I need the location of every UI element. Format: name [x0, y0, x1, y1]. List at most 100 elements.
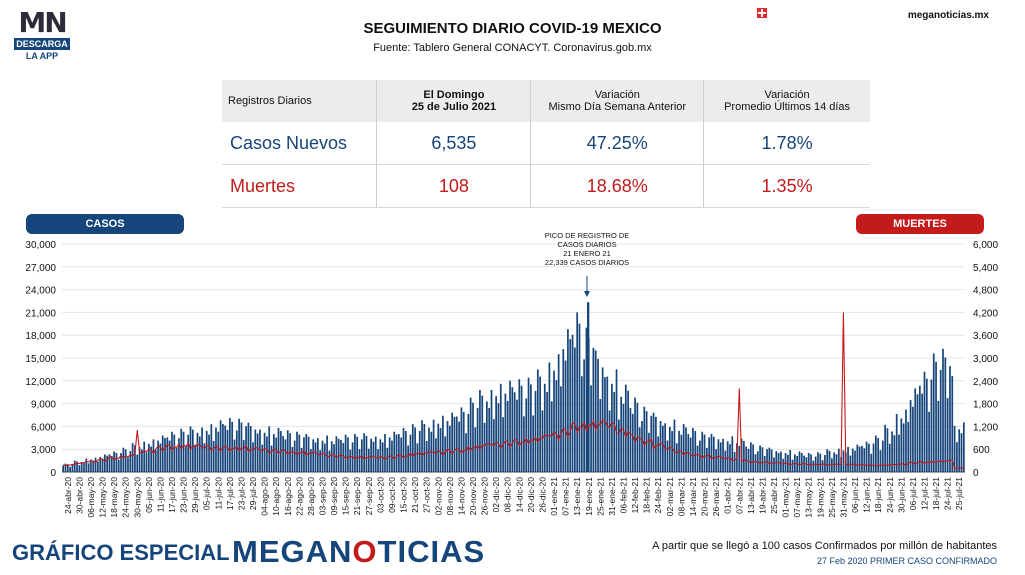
casos-bar — [574, 347, 576, 472]
casos-bar — [462, 411, 465, 472]
casos-bar — [131, 443, 134, 472]
x-tick-label: 13-abr-21 — [746, 477, 756, 514]
casos-bar — [370, 438, 372, 472]
casos-bar — [543, 383, 546, 472]
casos-bar — [539, 376, 541, 472]
casos-bar — [907, 421, 910, 472]
muertes-var-avg: 1.35% — [703, 164, 870, 208]
casos-bar — [113, 451, 115, 472]
x-tick-label: 12-may-20 — [98, 477, 108, 518]
casos-bar — [712, 436, 715, 472]
casos-bar — [458, 421, 460, 472]
x-tick-label: 17-jul-20 — [225, 477, 235, 510]
x-tick-label: 13-may-21 — [804, 477, 814, 518]
casos-bar — [641, 421, 643, 472]
casos-bar — [217, 431, 220, 472]
x-tick-label: 15-oct-20 — [399, 477, 409, 513]
casos-bar — [673, 419, 676, 472]
x-tick-label: 06-feb-21 — [618, 477, 628, 514]
casos-bar — [252, 442, 254, 472]
casos-bar — [80, 462, 83, 472]
site-link[interactable]: meganoticias.mx — [907, 10, 989, 21]
casos-bar — [881, 440, 884, 472]
casos-bar — [738, 445, 741, 472]
casos-bar — [321, 440, 324, 472]
x-tick-label: 26-dic-20 — [537, 477, 547, 513]
y-right-tick-label: 3,600 — [973, 331, 998, 342]
casos-bar — [671, 431, 673, 472]
casos-bar — [520, 385, 523, 472]
casos-bar — [323, 443, 326, 472]
casos-bar — [879, 450, 882, 472]
flag-icon — [757, 8, 767, 18]
y-right-tick-label: 2,400 — [973, 377, 998, 388]
logo-app-label: LA APP — [25, 51, 59, 61]
x-tick-label: 11-jul-20 — [213, 477, 223, 510]
casos-bar — [546, 391, 548, 472]
casos-bar — [754, 454, 757, 472]
casos-bar — [208, 434, 210, 472]
casos-bar — [164, 438, 166, 472]
footer-first-case: 27 Feb 2020 PRIMER CASO CONFIRMADO — [816, 556, 997, 566]
casos-bar — [939, 370, 942, 472]
casos-bar — [442, 415, 444, 472]
muertes-legend-pill: MUERTES — [856, 214, 984, 234]
casos-bar — [652, 412, 655, 472]
casos-bar — [333, 444, 335, 472]
casos-bar — [342, 442, 345, 472]
casos-bar — [710, 434, 713, 472]
casos-bar — [530, 384, 532, 472]
x-tick-label: 31-may-21 — [838, 477, 848, 518]
y-right-tick-label: 1,800 — [973, 400, 998, 411]
casos-bar — [303, 437, 305, 472]
casos-bar — [821, 460, 824, 472]
casos-bar — [953, 425, 956, 472]
app-logo[interactable]: MN DESCARGA LA APP — [14, 8, 70, 63]
casos-bar — [900, 418, 903, 472]
casos-bar — [766, 449, 768, 472]
x-tick-label: 13-ene-21 — [572, 477, 582, 516]
footer-note: A partir que se llegó a 100 casos Confir… — [652, 540, 997, 552]
casos-bar — [884, 424, 886, 472]
casos-bar — [849, 455, 852, 472]
x-tick-label: 01-ene-21 — [549, 477, 559, 516]
casos-bar — [960, 433, 963, 472]
casos-bar — [275, 437, 278, 472]
table-row: Casos Nuevos 6,535 47.25% 1.78% — [222, 122, 870, 165]
casos-bar — [182, 431, 185, 472]
header-fecha: El Domingo 25 de Julio 2021 — [376, 80, 531, 122]
casos-bar — [583, 359, 585, 472]
casos-bar — [191, 429, 194, 472]
casos-bar — [523, 416, 525, 472]
casos-bar — [854, 450, 856, 472]
casos-bar — [918, 385, 921, 472]
casos-bar — [763, 456, 766, 472]
casos-bar — [650, 415, 653, 472]
y-left-tick-label: 9,000 — [31, 400, 56, 411]
casos-bar — [110, 455, 113, 472]
casos-bar — [210, 424, 213, 472]
casos-bar — [819, 453, 822, 472]
x-tick-label: 24-jul-21 — [943, 477, 953, 510]
x-tick-label: 03-sep-20 — [317, 477, 327, 516]
casos-bar — [837, 448, 840, 472]
casos-bar — [768, 447, 771, 472]
casos-bar — [861, 445, 863, 472]
x-tick-label: 19-may-21 — [815, 477, 825, 518]
casos-bar — [525, 398, 528, 472]
casos-bar — [92, 460, 95, 472]
casos-bar — [347, 437, 349, 472]
casos-bar — [101, 458, 104, 472]
casos-bar — [590, 385, 592, 472]
casos-bar — [212, 440, 215, 472]
casos-bar — [465, 433, 467, 472]
casos-bar — [168, 440, 171, 472]
x-tick-label: 20-dic-20 — [526, 477, 536, 513]
casos-bar — [273, 434, 275, 472]
casos-bar — [715, 449, 717, 472]
x-tick-label: 26-mar-21 — [711, 477, 721, 516]
x-tick-label: 30-may-20 — [132, 477, 142, 518]
casos-bar — [571, 334, 574, 472]
y-left-tick-label: 27,000 — [25, 263, 56, 274]
casos-bar — [726, 441, 729, 472]
